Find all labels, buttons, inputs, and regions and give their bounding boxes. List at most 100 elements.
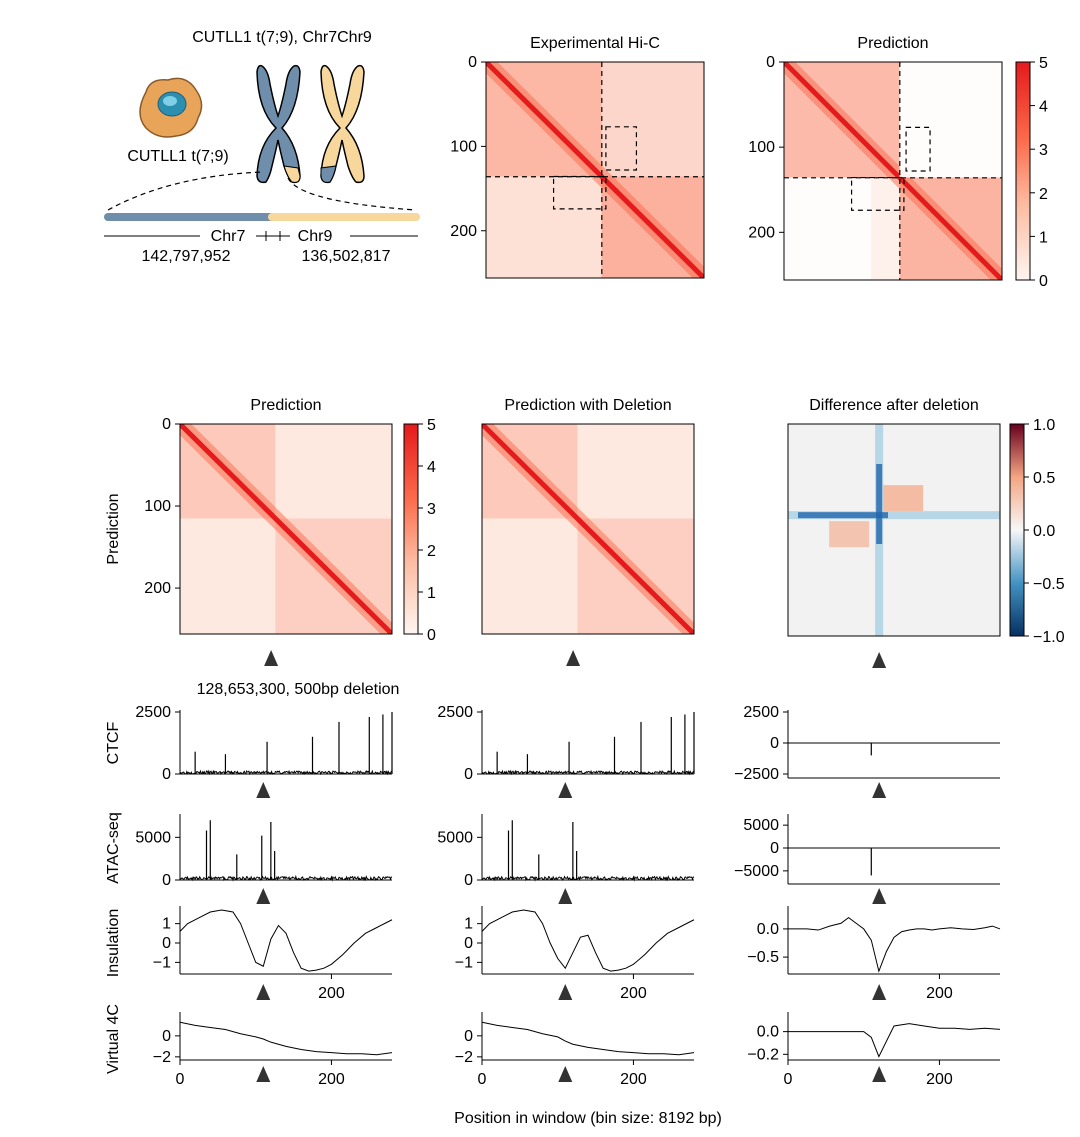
y-tick-label: 0 bbox=[464, 872, 473, 889]
heatmap-frame bbox=[783, 61, 1003, 281]
signal-trace bbox=[179, 1021, 393, 1056]
signal-trace bbox=[788, 917, 1001, 973]
y-tick-label: 1 bbox=[162, 916, 171, 933]
y-tick-label: 5000 bbox=[135, 829, 171, 846]
signal-trace bbox=[481, 769, 695, 776]
heatmap-title: Difference after deletion bbox=[809, 397, 979, 414]
diagonal-line bbox=[486, 62, 704, 278]
colorbar-tick-label: 3 bbox=[1039, 142, 1048, 159]
fusion-left-dashed-line bbox=[107, 171, 263, 211]
track-insulation-2: 0.0 −0.5 200 bbox=[747, 906, 1001, 1002]
schematic: CUTLL1 t(7;9), Chr7Chr9 CUTLL1 t(7;9) Ch… bbox=[104, 29, 420, 265]
y-tick-label: −2 bbox=[153, 1049, 171, 1066]
signal-trace bbox=[481, 874, 695, 882]
difference-loss-upper bbox=[876, 464, 883, 544]
track-ctcf-1: 2500 0 bbox=[437, 704, 695, 798]
chromosome-chr9-icon bbox=[320, 64, 365, 184]
y-tick-label: 100 bbox=[144, 498, 171, 515]
y-tick-label: 0 bbox=[162, 872, 171, 889]
track-ctcf-2: 2500 0 −2500 bbox=[734, 704, 1000, 798]
y-tick-label: 0 bbox=[464, 935, 473, 952]
heatmap-prediction-top: Prediction 0 100 200 0 1 2 3 4 5 bbox=[748, 35, 1048, 290]
y-tick-label: 100 bbox=[450, 138, 477, 155]
colorbar-tick-label: 5 bbox=[1039, 55, 1048, 72]
difference-gain-lower bbox=[829, 521, 870, 548]
heatmap-frame bbox=[485, 61, 705, 279]
deletion-marker-icon bbox=[872, 984, 887, 1000]
track-label: ATAC-seq bbox=[105, 812, 122, 883]
track-label: Virtual 4C bbox=[105, 1004, 122, 1074]
diagonal-line bbox=[482, 424, 694, 634]
colorbar-tick-label: 0 bbox=[427, 627, 436, 644]
y-tick-label: 2500 bbox=[135, 704, 171, 721]
y-tick-label: 0 bbox=[162, 1028, 171, 1045]
heatmap-frame bbox=[179, 423, 393, 635]
deletion-marker-icon bbox=[256, 984, 271, 1000]
y-tick-label: −2 bbox=[455, 1049, 473, 1066]
heatmap-prediction: Prediction 0 100 200 0 1 2 3 4 5 Prediction bbox=[105, 397, 436, 666]
heatmap-difference: Difference after deletion 1.0 0.5 0.0 −0.5 −1… bbox=[787, 397, 1065, 668]
y-tick-label: 5000 bbox=[743, 817, 779, 834]
difference-row-band bbox=[788, 511, 1000, 520]
y-tick-label: 0 bbox=[464, 1028, 473, 1045]
colorbar-tick-label: 2 bbox=[427, 543, 436, 560]
y-tick-label: −0.2 bbox=[747, 1046, 779, 1063]
x-tick-label: 200 bbox=[318, 1071, 345, 1088]
signal-trace bbox=[179, 909, 393, 972]
colorbar-tick-label: 3 bbox=[427, 501, 436, 518]
track-atac-seq-0: 5000 0 bbox=[135, 814, 393, 904]
deletion-marker-icon bbox=[256, 782, 271, 798]
colorbar bbox=[403, 423, 419, 635]
y-tick-label: 0 bbox=[162, 935, 171, 952]
contact-block bbox=[601, 62, 704, 177]
track-insulation-1: 1 0 −1 200 bbox=[455, 906, 695, 1002]
track-atac-seq-2: 5000 0 −5000 bbox=[734, 814, 1000, 904]
y-tick-label: −1 bbox=[153, 954, 171, 971]
heatmap-background bbox=[788, 424, 1000, 636]
chr7-label: Chr7 bbox=[211, 228, 246, 245]
deletion-marker-icon bbox=[264, 650, 279, 666]
colorbar-tick-label: 0.5 bbox=[1033, 470, 1055, 487]
y-tick-label: −0.5 bbox=[747, 949, 779, 966]
colorbar-tick-label: −0.5 bbox=[1033, 576, 1065, 593]
unmapped-region bbox=[899, 62, 1002, 178]
track-ctcf-0: 2500 0 bbox=[135, 704, 393, 798]
deletion-marker-icon bbox=[872, 652, 887, 668]
chr9-label: Chr9 bbox=[298, 228, 333, 245]
heatmap-title: Prediction bbox=[250, 397, 321, 414]
track-virtual-4c-2: 0.0 −0.2 0 200 bbox=[747, 1012, 1001, 1088]
highlight-box bbox=[905, 126, 931, 172]
y-tick-label: 0 bbox=[770, 840, 779, 857]
difference-gain-upper bbox=[883, 485, 924, 512]
x-tick-label: 200 bbox=[318, 985, 345, 1002]
colorbar-tick-label: 5 bbox=[427, 417, 436, 434]
y-tick-label: 5000 bbox=[437, 829, 473, 846]
deletion-marker-icon bbox=[872, 782, 887, 798]
deletion-marker-icon bbox=[872, 888, 887, 904]
deletion-marker-icon bbox=[566, 650, 581, 666]
colorbar-tick-label: 0.0 bbox=[1033, 523, 1055, 540]
track-label: Insulation bbox=[105, 909, 122, 978]
signal-trace bbox=[481, 1021, 695, 1056]
schematic-title: CUTLL1 t(7;9), Chr7Chr9 bbox=[192, 29, 372, 46]
chromosome-chr7-icon bbox=[256, 64, 301, 184]
colorbar-tick-label: 4 bbox=[1039, 99, 1048, 116]
deletion-marker-icon bbox=[558, 984, 573, 1000]
heatmap-prediction-deletion: Prediction with Deletion bbox=[481, 397, 695, 666]
y-tick-label: 1 bbox=[464, 916, 473, 933]
track-virtual-4c-1: 0 −2 0 200 bbox=[455, 1012, 695, 1088]
y-tick-label: −5000 bbox=[734, 863, 779, 880]
colorbar-tick-label: 0 bbox=[1039, 273, 1048, 290]
colorbar-tick-label: 1.0 bbox=[1033, 417, 1055, 434]
y-tick-label: −2500 bbox=[734, 766, 779, 783]
x-tick-label: 200 bbox=[620, 1071, 647, 1088]
row-label: Prediction bbox=[105, 493, 122, 564]
x-axis-label: Position in window (bin size: 8192 bp) bbox=[454, 1110, 722, 1127]
deletion-marker-icon bbox=[558, 888, 573, 904]
deletion-marker-icon bbox=[256, 888, 271, 904]
signal-trace bbox=[179, 769, 393, 776]
diagonal-line bbox=[784, 62, 1002, 280]
heatmap-title: Prediction bbox=[857, 35, 928, 52]
track-label: CTCF bbox=[105, 721, 122, 764]
